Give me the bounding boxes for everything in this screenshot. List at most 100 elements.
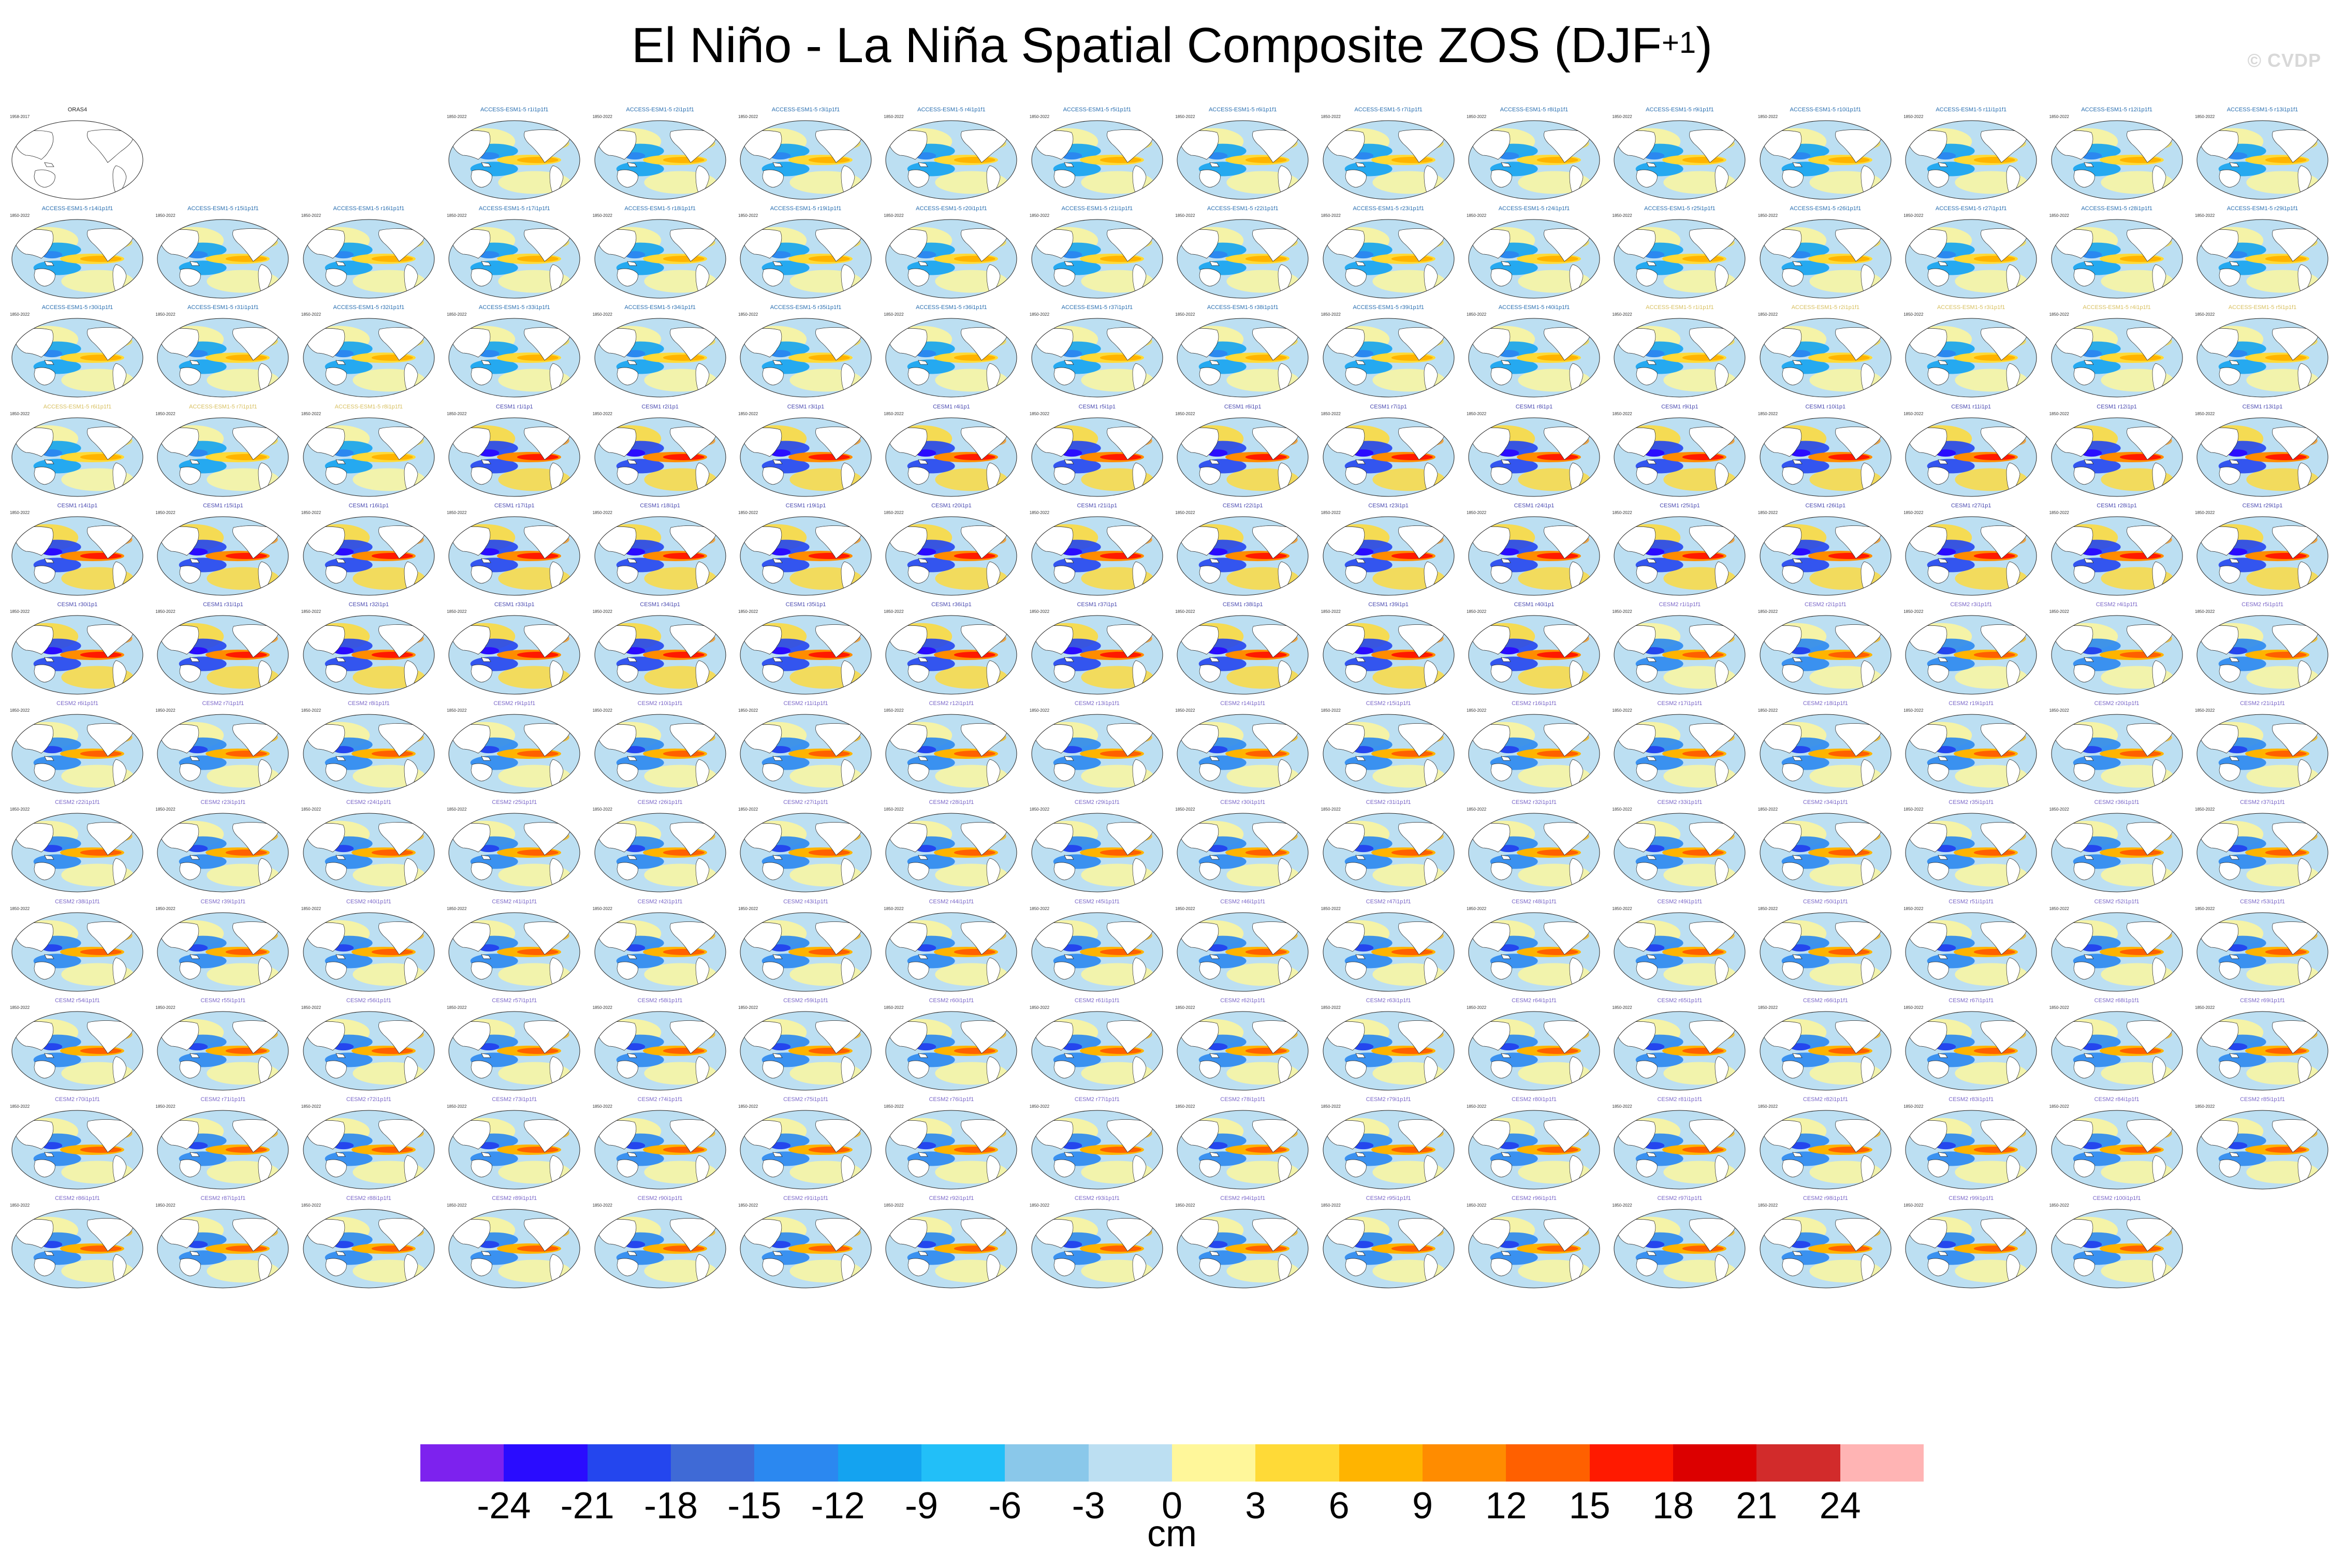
equatorial-positive-core: [1246, 652, 1287, 658]
continent-0: [1617, 130, 1656, 160]
panel-title: CESM2 r22i1p1f1: [55, 799, 100, 806]
panel-years: 1850-2022: [1612, 807, 1632, 812]
continent-2: [1792, 855, 1803, 860]
equatorial-positive-core: [2265, 1147, 2307, 1153]
panel-years: 1850-2022: [1757, 114, 1778, 119]
continent-1: [762, 763, 784, 782]
panel-title: CESM2 r12i1p1f1: [929, 700, 974, 707]
continent-1: [1199, 664, 1221, 683]
continent-1: [471, 169, 492, 188]
continent-1: [2073, 862, 2095, 881]
continent-2: [2083, 1053, 2094, 1058]
equatorial-positive-core: [808, 849, 850, 856]
map-border: [1177, 813, 1309, 892]
continent-1: [1053, 763, 1075, 782]
ensemble-member-panel: CESM1 r19i1p1 1850-2022: [737, 502, 874, 598]
panel-years: 1850-2022: [1467, 114, 1487, 119]
continent-2: [772, 1053, 783, 1058]
continent-1: [471, 466, 492, 485]
equatorial-positive-core: [663, 453, 705, 460]
panel-years: 1850-2022: [1029, 411, 1050, 416]
composite-map: [1323, 318, 1455, 398]
map-border: [1760, 615, 1892, 695]
continent-0: [742, 625, 782, 655]
equatorial-positive-core: [2119, 1147, 2161, 1153]
continent-1: [34, 565, 55, 584]
map-border: [1468, 516, 1600, 596]
panel-title: CESM2 r41i1p1f1: [492, 898, 537, 905]
map-border: [157, 417, 289, 497]
continent-2: [1501, 657, 1511, 662]
composite-map: [303, 516, 435, 596]
panel-title: CESM2 r49i1p1f1: [1657, 898, 1703, 905]
panel-years: 1850-2022: [447, 312, 467, 317]
panel-title: CESM1 r8i1p1: [1515, 403, 1553, 410]
map-border: [1468, 417, 1600, 497]
map-border: [2051, 417, 2183, 497]
map-border: [1614, 120, 1746, 200]
map-border: [303, 516, 435, 596]
panel-years: 1850-2022: [592, 411, 612, 416]
panel-title: CESM2 r72i1p1f1: [346, 1096, 391, 1103]
continent-2: [1646, 261, 1657, 266]
ensemble-member-panel: CESM1 r1i1p1 1850-2022: [446, 403, 583, 500]
panel-years: 1850-2022: [155, 906, 175, 911]
panel-years: 1850-2022: [1467, 1104, 1487, 1109]
composite-map: [1614, 318, 1746, 398]
continent-0: [2199, 526, 2239, 556]
ensemble-member-panel: ACCESS-ESM1-5 r28i1p1f1 1850-2022: [2048, 205, 2186, 301]
continent-2: [44, 360, 54, 365]
map-border: [740, 912, 872, 992]
continent-1: [1053, 368, 1075, 386]
composite-map: [1905, 1011, 2037, 1091]
continent-0: [1762, 823, 1801, 853]
ensemble-member-panel: CESM2 r89i1p1f1 1850-2022: [446, 1195, 583, 1291]
equatorial-positive-core: [954, 552, 996, 559]
equatorial-positive-core: [1246, 1047, 1287, 1054]
equatorial-positive-core: [2119, 849, 2161, 856]
composite-map: [1760, 120, 1892, 200]
continent-1: [180, 961, 201, 979]
panel-title: ACCESS-ESM1-5 r9i1p1f1: [1646, 107, 1714, 113]
panel-years: 1850-2022: [1175, 708, 1195, 713]
continent-0: [888, 823, 928, 853]
panel-years: 1850-2022: [1175, 1203, 1195, 1208]
ensemble-member-panel: CESM2 r78i1p1f1 1850-2022: [1174, 1096, 1311, 1192]
composite-map: [1177, 516, 1309, 596]
ensemble-member-panel: CESM1 r27i1p1 1850-2022: [1902, 502, 2040, 598]
cvdp-watermark: © CVDP: [2247, 50, 2321, 71]
map-border: [1323, 417, 1455, 497]
continent-0: [1617, 229, 1656, 259]
map-border: [885, 120, 1017, 200]
ensemble-member-panel: CESM2 r95i1p1f1 1850-2022: [1320, 1195, 1457, 1291]
map-border: [1177, 912, 1309, 992]
equatorial-positive-core: [1536, 157, 1578, 163]
ensemble-member-panel: CESM1 r26i1p1 1850-2022: [1757, 502, 1894, 598]
panel-title: CESM2 r21i1p1f1: [2240, 700, 2285, 707]
composite-map: [1323, 219, 1455, 299]
panel-years: 1850-2022: [10, 906, 30, 911]
continent-0: [14, 229, 54, 259]
continent-0: [1034, 625, 1073, 655]
ensemble-member-panel: ACCESS-ESM1-5 r39i1p1f1 1850-2022: [1320, 304, 1457, 400]
panel-years: 1850-2022: [1612, 1005, 1632, 1010]
continent-2: [481, 360, 491, 365]
continent-1: [1490, 763, 1512, 782]
panel-title: CESM1 r18i1p1: [640, 502, 680, 509]
continent-0: [451, 427, 491, 457]
composite-map: [2196, 219, 2328, 299]
panel-years: 1850-2022: [592, 510, 612, 515]
composite-map: [2051, 1011, 2183, 1091]
map-border: [448, 516, 580, 596]
continent-1: [1927, 368, 1949, 386]
panel-title: CESM2 r28i1p1f1: [929, 799, 974, 806]
panel-years: 1850-2022: [1321, 609, 1341, 614]
continent-2: [1646, 459, 1657, 464]
continent-2: [1792, 756, 1803, 761]
panel-title: CESM1 r27i1p1: [1951, 502, 1991, 509]
ensemble-member-panel: CESM1 r38i1p1 1850-2022: [1174, 601, 1311, 697]
panel-title: ACCESS-ESM1-5 r7i1p1f1: [1354, 107, 1423, 113]
continent-0: [305, 1021, 345, 1051]
continent-2: [1646, 657, 1657, 662]
continent-0: [1034, 724, 1073, 754]
